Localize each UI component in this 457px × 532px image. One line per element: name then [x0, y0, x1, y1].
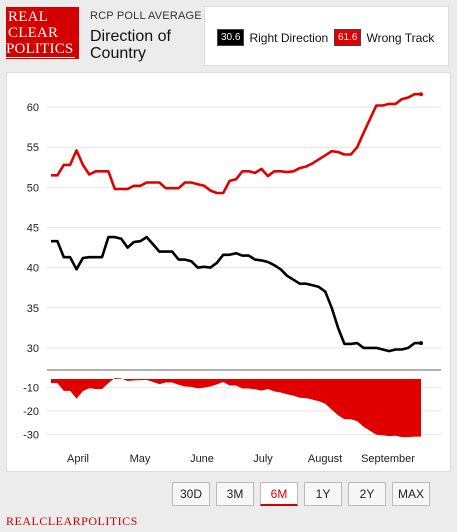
logo-line-3: POLITICS: [6, 41, 76, 58]
series-line-wrong-track: [51, 92, 421, 195]
range-button-1y[interactable]: 1Y: [304, 482, 342, 506]
margin-area: [51, 378, 421, 438]
range-selector: 30D 3M 6M 1Y 2Y MAX: [172, 482, 430, 506]
range-button-3m[interactable]: 3M: [216, 482, 254, 506]
range-button-max[interactable]: MAX: [392, 482, 430, 506]
y-tick-label: 50: [27, 182, 39, 194]
y-tick-label: 30: [27, 343, 39, 355]
y-tick-label: 40: [27, 263, 39, 275]
y-tick-label: 45: [27, 223, 39, 235]
x-tick-label: May: [130, 453, 151, 465]
header: RCP POLL AVERAGE Direction of Country: [90, 10, 202, 62]
range-button-2y[interactable]: 2Y: [348, 482, 386, 506]
x-tick-label: June: [190, 453, 214, 465]
y-tick-label: 60: [27, 102, 39, 114]
range-button-30d[interactable]: 30D: [172, 482, 210, 506]
y-tick-label: 35: [27, 303, 39, 315]
x-tick-label: September: [361, 453, 415, 465]
rcp-logo: REAL CLEAR POLITICS: [6, 7, 79, 59]
y-tick-label: -10: [23, 382, 39, 394]
chart-legend: 30.6 Right Direction 61.6 Wrong Track: [204, 6, 449, 66]
legend-value-badge: 30.6: [217, 29, 245, 46]
series-end-point: [419, 341, 423, 346]
legend-item-wrong-track: 61.6 Wrong Track: [334, 29, 434, 46]
page-title: Direction of Country: [90, 28, 171, 62]
chart-svg: 30 35 40 45 50 55 60 -10 -20 -30 April May June July A…: [23, 92, 441, 465]
header-kicker: RCP POLL AVERAGE: [90, 10, 202, 22]
footer-brand: REALCLEARPOLITICS: [6, 514, 138, 528]
y-tick-label: 55: [27, 142, 39, 154]
logo-line-1: REAL: [8, 9, 48, 25]
legend-item-right-direction: 30.6 Right Direction: [217, 29, 328, 46]
logo-line-2: CLEAR: [8, 25, 59, 41]
legend-label: Right Direction: [249, 30, 329, 45]
chart-panel: 30 35 40 45 50 55 60 -10 -20 -30 April May June July A…: [6, 72, 451, 472]
legend-value-badge: 61.6: [334, 29, 362, 46]
y-tick-label: -30: [23, 429, 39, 441]
x-tick-label: April: [67, 453, 89, 465]
x-tick-label: July: [253, 453, 273, 465]
x-tick-label: August: [308, 453, 342, 465]
y-tick-label: -20: [23, 406, 39, 418]
series-line-right-direction: [51, 235, 421, 353]
legend-label: Wrong Track: [366, 30, 435, 45]
range-button-6m[interactable]: 6M: [260, 482, 298, 506]
series-end-point: [419, 92, 423, 97]
